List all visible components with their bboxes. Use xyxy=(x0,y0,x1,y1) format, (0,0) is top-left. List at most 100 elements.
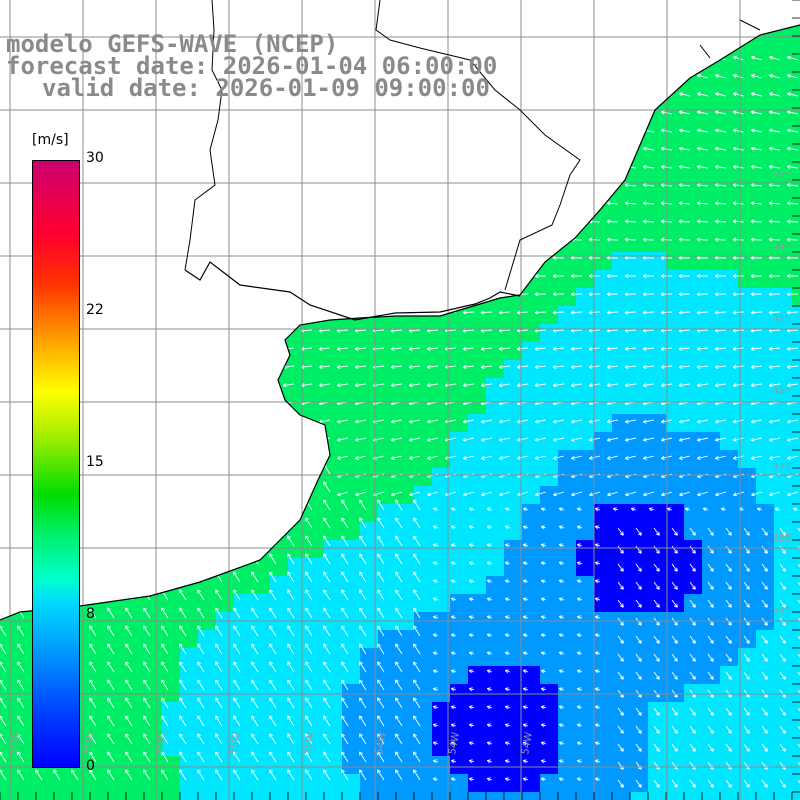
wind-arrow xyxy=(120,128,133,133)
field-cell xyxy=(522,666,541,685)
wind-arrow xyxy=(570,219,583,224)
field-cell xyxy=(0,396,19,415)
wind-arrow xyxy=(138,219,151,224)
wind-arrow xyxy=(0,147,7,151)
field-cell xyxy=(126,396,145,415)
wind-arrow xyxy=(323,643,331,655)
field-cell xyxy=(198,450,217,469)
field-cell xyxy=(792,774,800,793)
wind-arrow xyxy=(89,589,97,601)
wind-arrow xyxy=(300,255,313,260)
field-cell xyxy=(396,738,415,757)
field-cell xyxy=(648,198,667,217)
wind-arrow xyxy=(635,779,642,788)
wind-arrow xyxy=(534,310,547,315)
field-cell xyxy=(234,108,253,127)
wind-arrow xyxy=(678,310,691,315)
wind-arrow xyxy=(246,164,259,169)
wind-arrow xyxy=(305,553,313,565)
field-cell xyxy=(288,720,307,739)
field-cell xyxy=(234,486,253,505)
wind-arrow xyxy=(617,743,624,752)
wind-arrow xyxy=(427,455,439,460)
wind-arrow xyxy=(689,563,696,572)
wind-arrow xyxy=(318,201,331,206)
field-cell xyxy=(126,738,145,757)
wind-arrow xyxy=(84,255,97,260)
field-cell xyxy=(450,0,469,19)
wind-arrow xyxy=(318,237,331,242)
field-cell xyxy=(54,0,73,19)
field-cell xyxy=(270,396,289,415)
wind-arrow xyxy=(156,310,169,315)
wind-arrow xyxy=(553,491,565,497)
field-cell xyxy=(792,558,800,577)
wind-arrow xyxy=(552,237,565,242)
wind-arrow xyxy=(653,581,660,590)
wind-arrow xyxy=(264,128,277,133)
field-cell xyxy=(558,25,577,37)
field-cell xyxy=(180,432,199,451)
wind-arrow xyxy=(480,310,493,315)
wind-arrow xyxy=(228,419,241,424)
field-cell xyxy=(684,378,703,397)
field-cell xyxy=(612,144,631,163)
field-cell xyxy=(774,594,793,613)
field-cell xyxy=(576,432,595,451)
wind-arrow xyxy=(139,455,151,460)
wind-arrow xyxy=(287,769,295,781)
wind-arrow xyxy=(247,455,259,460)
field-cell xyxy=(162,144,181,163)
wind-arrow xyxy=(751,73,763,79)
wind-arrow xyxy=(504,525,511,530)
wind-arrow xyxy=(156,128,169,133)
wind-arrow xyxy=(797,707,800,716)
field-cell xyxy=(198,720,217,739)
wind-arrow xyxy=(552,346,565,351)
field-cell xyxy=(414,0,433,19)
wind-arrow xyxy=(534,364,547,370)
wind-arrow xyxy=(671,581,678,590)
field-cell xyxy=(684,0,703,19)
field-cell xyxy=(738,378,757,397)
wind-arrow xyxy=(468,543,475,548)
field-cell xyxy=(684,306,703,325)
field-cell xyxy=(342,324,361,343)
wind-arrow xyxy=(265,455,277,460)
field-cell xyxy=(540,648,559,667)
field-cell xyxy=(252,108,271,127)
wind-arrow xyxy=(107,661,115,673)
wind-arrow xyxy=(89,643,97,655)
wind-arrow xyxy=(517,491,529,497)
wind-arrow xyxy=(671,707,678,716)
field-cell xyxy=(234,0,253,19)
wind-arrow xyxy=(0,347,7,350)
wind-arrow xyxy=(269,679,277,691)
forecast-date: forecast date: 2026-01-04 06:00:00 xyxy=(6,52,498,80)
wind-arrow xyxy=(210,364,223,370)
field-cell xyxy=(126,216,145,235)
field-cell xyxy=(486,720,505,739)
field-cell xyxy=(324,288,343,307)
wind-arrow xyxy=(761,761,768,770)
field-cell xyxy=(738,504,757,523)
field-cell xyxy=(288,774,307,793)
field-cell xyxy=(630,630,649,649)
field-cell xyxy=(108,738,127,757)
field-cell xyxy=(324,378,343,397)
wind-arrow xyxy=(444,128,457,133)
field-cell xyxy=(342,432,361,451)
field-cell xyxy=(720,504,739,523)
field-cell xyxy=(630,540,649,559)
field-cell xyxy=(504,126,523,145)
wind-arrow xyxy=(143,697,151,709)
field-cell xyxy=(648,414,667,433)
field-cell xyxy=(648,378,667,397)
field-cell xyxy=(414,756,433,775)
wind-arrow xyxy=(269,697,277,709)
wind-arrow xyxy=(17,625,25,637)
field-cell xyxy=(450,576,469,595)
field-cell xyxy=(414,216,433,235)
wind-arrow xyxy=(786,183,799,188)
field-cell xyxy=(540,576,559,595)
